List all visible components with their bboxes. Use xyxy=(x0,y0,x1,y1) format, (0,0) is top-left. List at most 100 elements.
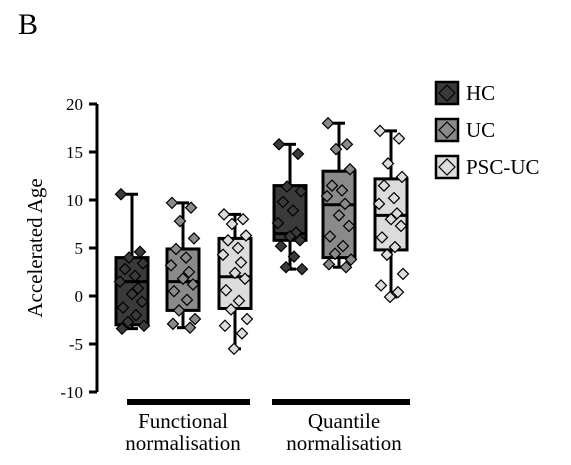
data-point xyxy=(218,319,232,333)
data-point xyxy=(172,304,186,317)
data-point xyxy=(375,231,389,244)
data-point xyxy=(287,250,301,263)
data-point xyxy=(173,214,187,228)
data-point xyxy=(135,295,149,309)
data-point xyxy=(228,266,242,280)
y-axis-title: Accelerated Age xyxy=(23,178,47,317)
data-point xyxy=(321,116,335,130)
data-point xyxy=(167,284,181,298)
data-point xyxy=(372,197,386,211)
data-point xyxy=(115,322,129,335)
data-point xyxy=(383,290,397,304)
legend: HC UC PSC-UC xyxy=(434,80,540,180)
data-point xyxy=(388,240,402,254)
data-point xyxy=(164,258,178,272)
data-point xyxy=(279,260,293,274)
data-point xyxy=(180,293,194,307)
data-point xyxy=(293,233,307,247)
data-point xyxy=(335,184,349,197)
data-point xyxy=(231,241,245,255)
y-tick-label: 5 xyxy=(75,239,84,258)
data-point xyxy=(238,272,252,286)
data-point xyxy=(236,212,250,226)
legend-diamond xyxy=(438,84,456,102)
y-tick-label: 0 xyxy=(75,287,84,306)
data-point xyxy=(137,319,151,333)
y-tick-label: 10 xyxy=(66,191,83,210)
data-point xyxy=(216,248,230,262)
data-point xyxy=(374,279,388,292)
y-tick-label: 15 xyxy=(66,143,83,162)
data-point xyxy=(343,162,357,176)
data-point xyxy=(114,187,128,201)
y-tick-label: 20 xyxy=(66,95,83,114)
data-point xyxy=(235,327,249,340)
y-tick-label: -5 xyxy=(69,335,83,354)
data-point xyxy=(125,287,139,301)
data-point xyxy=(294,185,308,198)
data-point xyxy=(166,317,180,331)
data-point xyxy=(128,269,142,283)
group-label: normalisation xyxy=(286,431,402,455)
group-bars: FunctionalnormalisationQuantilenormalisa… xyxy=(125,399,410,455)
legend-diamond xyxy=(438,121,456,139)
data-point xyxy=(323,230,337,243)
data-point xyxy=(396,267,410,281)
data-point xyxy=(328,247,342,261)
data-point xyxy=(274,239,288,253)
group-label: Functional xyxy=(138,409,228,433)
data-point xyxy=(122,251,136,264)
legend-diamond xyxy=(438,158,456,176)
data-point xyxy=(329,142,343,156)
data-point xyxy=(133,245,147,259)
data-point xyxy=(188,312,202,326)
data-point xyxy=(182,265,196,279)
data-point xyxy=(136,257,150,270)
data-point xyxy=(224,303,238,316)
data-point xyxy=(373,124,387,138)
data-point xyxy=(113,275,127,288)
data-point xyxy=(332,209,346,222)
group-label: Quantile xyxy=(308,409,380,433)
group-label: normalisation xyxy=(125,431,241,455)
data-point xyxy=(291,147,305,161)
boxes xyxy=(113,116,410,356)
data-point xyxy=(165,196,179,210)
data-point xyxy=(295,262,309,276)
data-point xyxy=(276,195,290,209)
data-point xyxy=(187,232,201,245)
legend-label: HC xyxy=(466,81,495,105)
data-point xyxy=(344,253,358,266)
data-point xyxy=(232,294,246,308)
data-point xyxy=(336,239,350,253)
data-point xyxy=(219,283,233,297)
data-point xyxy=(322,257,336,271)
data-point xyxy=(384,212,398,226)
data-point xyxy=(325,179,339,192)
data-point xyxy=(240,312,254,326)
data-point xyxy=(394,219,408,233)
data-point xyxy=(391,285,405,299)
data-point xyxy=(272,137,286,151)
data-point xyxy=(381,157,395,170)
y-axis: -10 -5 0 5 10 15 20 Accelerated Age xyxy=(23,95,99,402)
data-point xyxy=(239,229,253,242)
data-point xyxy=(387,191,401,205)
data-point xyxy=(280,180,294,193)
data-point xyxy=(342,219,356,233)
data-point xyxy=(121,315,135,329)
panel-label: B xyxy=(18,8,39,41)
data-point xyxy=(221,233,235,247)
data-point xyxy=(116,301,130,314)
data-point xyxy=(118,262,132,276)
data-point xyxy=(234,256,248,269)
data-point xyxy=(169,242,183,256)
data-point xyxy=(186,278,200,291)
data-point xyxy=(380,248,394,262)
data-point xyxy=(338,197,352,211)
data-point xyxy=(320,189,334,203)
data-point xyxy=(129,308,143,322)
data-point xyxy=(286,204,300,217)
y-tick-label: -10 xyxy=(60,383,83,402)
